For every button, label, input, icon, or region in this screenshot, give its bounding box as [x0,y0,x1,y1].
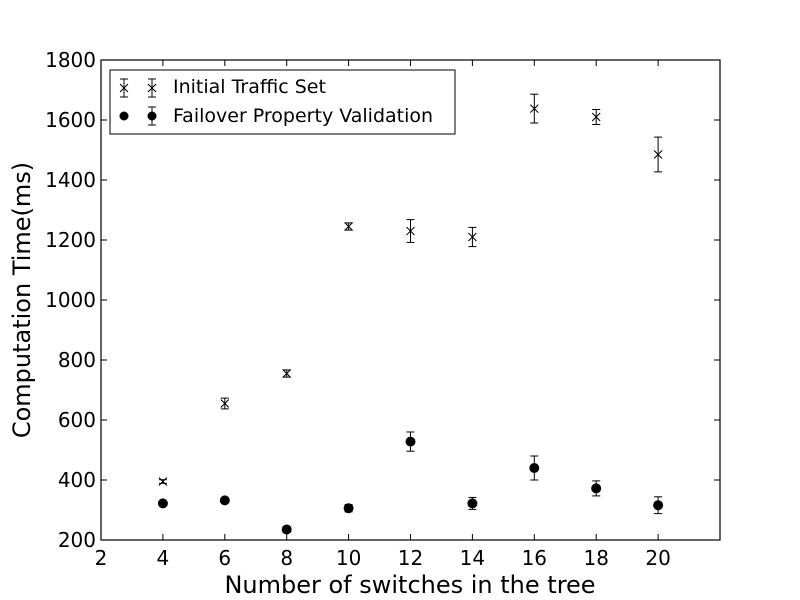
legend-entry-initial-traffic-set: Initial Traffic Set [119,76,326,98]
data-point [282,369,292,378]
legend-x-marker [119,83,129,93]
x-marker-stroke [653,150,663,159]
legend-x-marker [147,83,157,93]
data-point [219,495,230,506]
x-marker-stroke [406,226,415,236]
x-tick-label: 14 [460,546,485,570]
x-tick-label: 8 [280,546,293,570]
x-marker-stroke [220,399,230,408]
x-marker-stroke [158,477,168,486]
data-point [281,524,292,535]
y-axis-label: Computation Time(ms) [8,162,36,438]
y-tick-label: 1200 [45,228,96,252]
legend-label-initial-traffic-set: Initial Traffic Set [173,76,326,98]
x-tick-label: 12 [398,546,423,570]
data-point [158,477,168,486]
x-axis-label: Number of switches in the tree [224,571,595,599]
data-point [591,483,602,494]
series-failover-property-validation [157,431,664,535]
x-marker-stroke [468,232,477,242]
y-tick-label: 1400 [45,168,96,192]
legend-label-failover-property-validation: Failover Property Validation [173,105,433,127]
x-tick-label: 10 [336,546,361,570]
legend-marker-failover-property-validation [119,106,157,126]
x-marker-stroke [119,83,129,93]
data-point [591,112,601,122]
y-tick-label: 200 [58,528,96,552]
data-layer [157,93,664,535]
legend: Initial Traffic Set Failover Property Va… [109,69,456,135]
data-point [405,436,416,447]
data-point [653,500,664,511]
y-tick-label: 1000 [45,288,96,312]
data-point [220,399,230,408]
x-tick-label: 18 [583,546,608,570]
ticks-layer: 2 4 6 8 10 12 14 16 18 20 200 400 600 800 1000 1200 1400… [45,48,720,570]
x-tick-label: 2 [95,546,108,570]
x-marker-stroke [529,104,539,113]
data-point [344,222,353,231]
legend-marker-initial-traffic-set [119,78,157,98]
data-point [653,150,663,159]
x-marker-stroke [344,222,353,231]
data-point [157,498,168,509]
legend-dot-marker [119,111,129,121]
data-point [529,463,540,473]
x-tick-label: 4 [157,546,170,570]
x-marker-stroke [591,112,601,122]
x-tick-label: 20 [645,546,670,570]
x-tick-label: 16 [522,546,547,570]
y-tick-label: 600 [58,408,96,432]
y-tick-label: 1600 [45,108,96,132]
x-marker-stroke [147,83,157,93]
legend-entry-failover-property-validation: Failover Property Validation [119,105,433,127]
x-marker-stroke [282,369,292,378]
legend-dot-marker [147,111,157,121]
data-point [529,104,539,113]
data-point [343,503,354,514]
y-tick-label: 800 [58,348,96,372]
y-tick-label: 1800 [45,48,96,72]
data-point [406,226,415,236]
data-point [468,232,477,242]
y-tick-label: 400 [58,468,96,492]
data-point [467,498,478,509]
x-tick-label: 6 [218,546,231,570]
legend-box [109,69,456,135]
series-initial-traffic-set [158,93,663,486]
